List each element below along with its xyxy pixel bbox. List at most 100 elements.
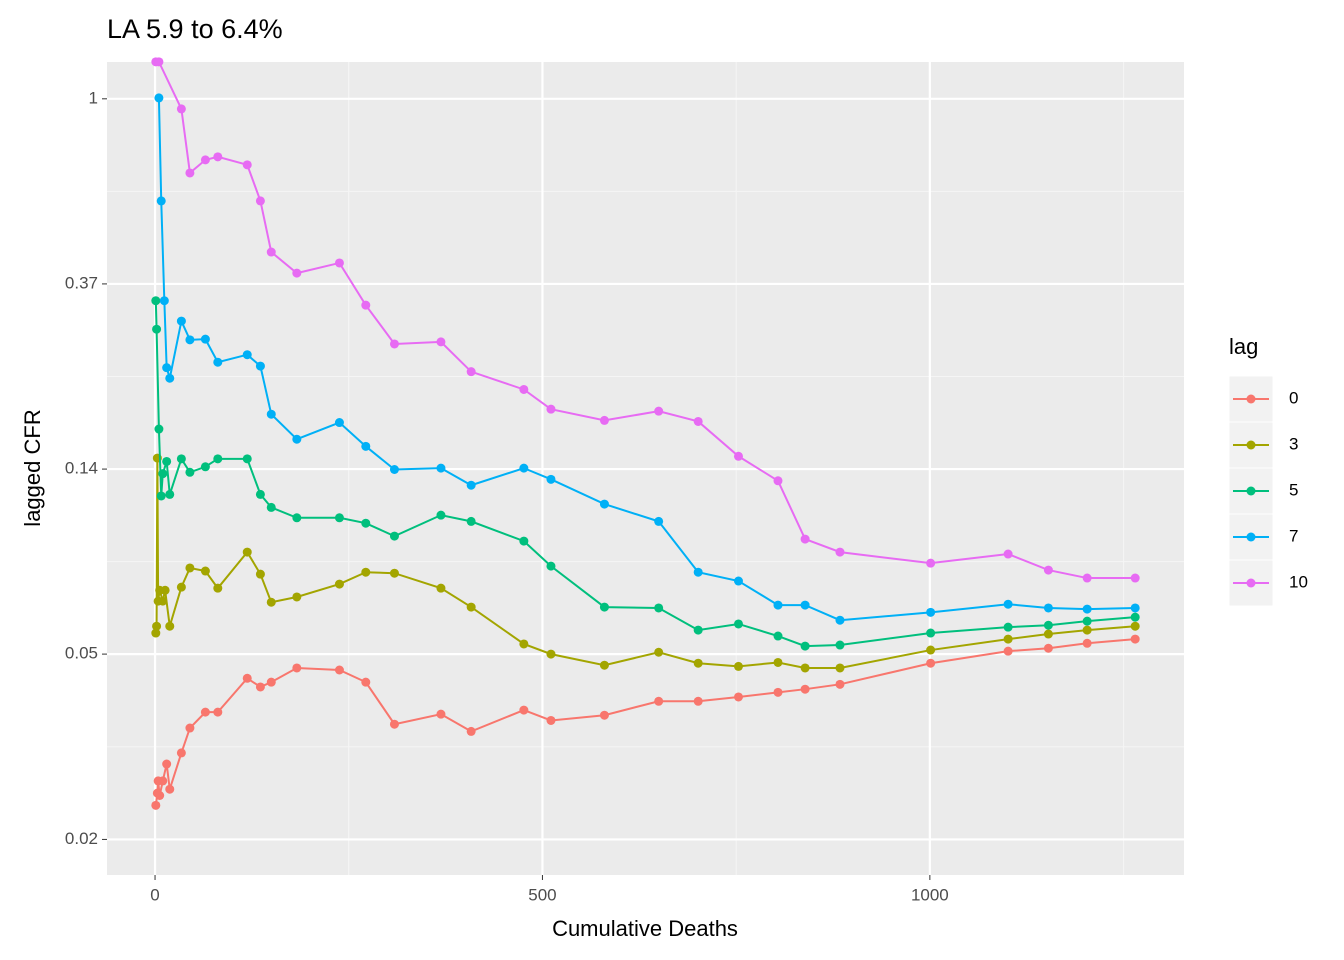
legend-title: lag [1229,334,1258,359]
data-point [773,600,783,610]
data-point [255,569,265,579]
series-line [154,300,1136,648]
data-point [733,451,743,461]
data-point [334,418,344,428]
data-point [361,300,371,310]
data-point [156,196,166,206]
data-point [546,404,556,414]
data-point [176,748,186,758]
legend-point [1246,440,1256,450]
data-point [162,363,172,373]
data-point [546,474,556,484]
data-point [1082,604,1092,614]
data-point [733,661,743,671]
data-point [519,639,529,649]
data-point [926,607,936,617]
legend-label: 5 [1289,480,1298,499]
data-point [800,663,810,673]
data-point [292,268,302,278]
data-point [546,715,556,725]
data-point [389,568,399,578]
data-point [255,196,265,206]
series-line [154,638,1136,806]
data-point [926,658,936,668]
x-tick-label: 500 [528,885,556,904]
data-point [334,665,344,675]
data-point [835,615,845,625]
legend-point [1246,394,1256,404]
data-point [519,384,529,394]
data-point [242,350,252,360]
data-point [361,567,371,577]
data-point [158,469,168,479]
data-point [466,516,476,526]
data-point [1130,573,1140,583]
data-point [599,499,609,509]
data-point [1043,603,1053,613]
data-point [158,596,168,606]
data-point [389,531,399,541]
data-point [213,583,223,593]
data-point [1130,603,1140,613]
data-point [1043,565,1053,575]
data-point [733,619,743,629]
data-point [154,93,164,103]
data-point [436,463,446,473]
data-point [835,547,845,557]
data-point [436,583,446,593]
data-point [389,464,399,474]
data-point [1082,638,1092,648]
data-point [1003,634,1013,644]
data-point [1003,622,1013,632]
data-point [466,367,476,377]
data-point [466,602,476,612]
legend-point [1246,532,1256,542]
data-point [654,603,664,613]
data-point [154,424,164,434]
data-point [693,658,703,668]
data-point [165,489,175,499]
data-point [466,480,476,490]
data-point [436,709,446,719]
data-point [1043,643,1053,653]
data-point [334,579,344,589]
data-point [1082,616,1092,626]
data-point [213,152,223,162]
data-point [773,631,783,641]
data-point [266,597,276,607]
data-point [292,513,302,523]
chart-title: LA 5.9 to 6.4% [107,14,283,44]
x-tick-label: 1000 [911,885,949,904]
data-point [266,409,276,419]
legend-label: 0 [1289,388,1298,407]
data-point [156,491,166,501]
data-point [242,547,252,557]
data-point [292,434,302,444]
data-point [519,463,529,473]
y-tick-label: 1 [89,88,98,107]
data-point [599,602,609,612]
data-point [266,677,276,687]
data-point [176,316,186,326]
data-point [773,476,783,486]
data-point [389,719,399,729]
legend-label: 7 [1289,526,1298,545]
data-point [436,337,446,347]
data-point [733,692,743,702]
data-point [160,585,170,595]
data-point [200,155,210,165]
data-point [1003,599,1013,609]
data-point [165,373,175,383]
data-point [835,663,845,673]
data-point [292,663,302,673]
data-point [654,696,664,706]
data-point [466,726,476,736]
data-point [162,759,172,769]
data-point [1130,634,1140,644]
data-point [152,621,162,631]
data-point [213,357,223,367]
data-point [151,628,161,638]
data-point [800,534,810,544]
data-point [200,566,210,576]
data-point [165,784,175,794]
